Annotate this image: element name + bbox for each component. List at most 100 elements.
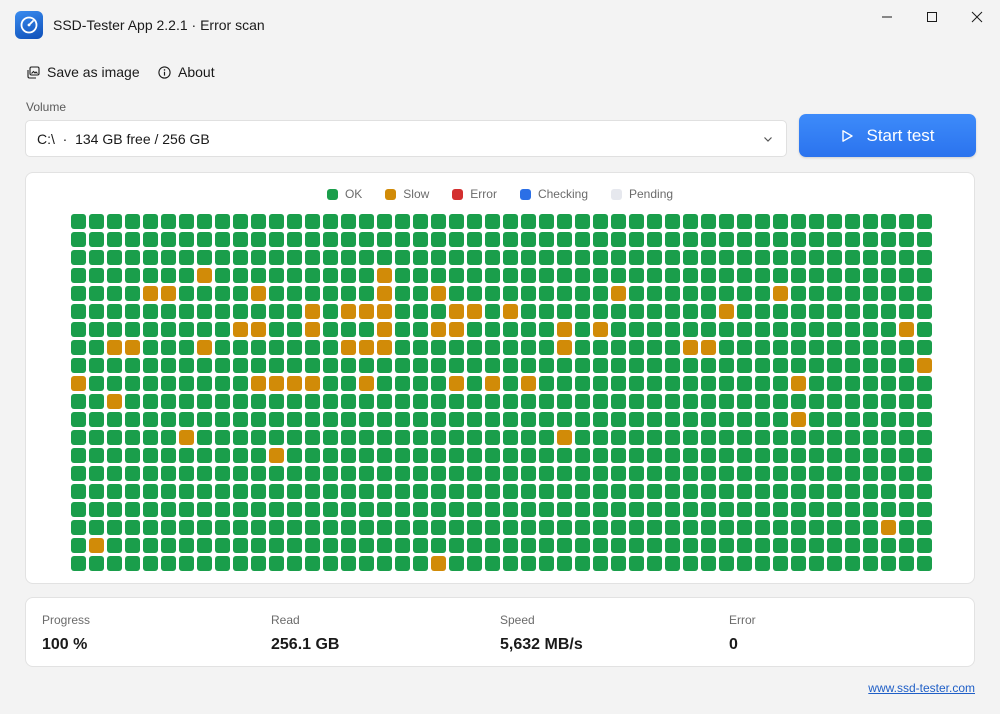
block-cell bbox=[557, 376, 572, 391]
block-cell bbox=[647, 286, 662, 301]
block-cell bbox=[359, 250, 374, 265]
block-cell bbox=[89, 358, 104, 373]
block-cell bbox=[701, 394, 716, 409]
block-cell bbox=[719, 484, 734, 499]
block-cell bbox=[323, 376, 338, 391]
block-cell bbox=[791, 448, 806, 463]
block-cell bbox=[197, 232, 212, 247]
block-cell bbox=[287, 322, 302, 337]
block-cell bbox=[899, 304, 914, 319]
block-cell bbox=[827, 484, 842, 499]
block-cell bbox=[629, 466, 644, 481]
maximize-button[interactable] bbox=[909, 0, 955, 34]
block-cell bbox=[881, 322, 896, 337]
block-cell bbox=[287, 502, 302, 517]
block-cell bbox=[269, 520, 284, 535]
block-cell bbox=[647, 394, 662, 409]
stat-progress: Progress 100 % bbox=[42, 613, 90, 654]
legend-item-pending: Pending bbox=[611, 187, 673, 201]
block-cell bbox=[287, 484, 302, 499]
block-cell bbox=[575, 214, 590, 229]
block-cell bbox=[557, 538, 572, 553]
block-cell bbox=[125, 340, 140, 355]
block-cell bbox=[395, 268, 410, 283]
block-cell bbox=[305, 556, 320, 571]
block-cell bbox=[719, 340, 734, 355]
block-cell bbox=[701, 232, 716, 247]
block-cell bbox=[629, 304, 644, 319]
block-cell bbox=[665, 304, 680, 319]
info-icon bbox=[158, 65, 171, 79]
block-cell bbox=[215, 466, 230, 481]
block-cell bbox=[899, 556, 914, 571]
block-cell bbox=[845, 520, 860, 535]
block-cell bbox=[881, 232, 896, 247]
block-cell bbox=[215, 520, 230, 535]
block-cell bbox=[215, 214, 230, 229]
block-cell bbox=[143, 214, 158, 229]
close-button[interactable] bbox=[954, 0, 1000, 34]
block-cell bbox=[701, 268, 716, 283]
block-cell bbox=[89, 466, 104, 481]
block-cell bbox=[827, 376, 842, 391]
block-cell bbox=[467, 214, 482, 229]
block-cell bbox=[755, 556, 770, 571]
save-as-image-button[interactable]: Save as image bbox=[27, 62, 140, 82]
block-cell bbox=[215, 286, 230, 301]
block-cell bbox=[89, 538, 104, 553]
block-cell bbox=[161, 556, 176, 571]
block-cell bbox=[377, 322, 392, 337]
block-cell bbox=[71, 448, 86, 463]
minimize-button[interactable] bbox=[864, 0, 910, 34]
website-link[interactable]: www.ssd-tester.com bbox=[868, 681, 975, 695]
block-cell bbox=[845, 358, 860, 373]
block-cell bbox=[179, 448, 194, 463]
volume-select[interactable]: C:\ · 134 GB free / 256 GB bbox=[25, 120, 787, 157]
block-cell bbox=[593, 520, 608, 535]
block-cell bbox=[881, 214, 896, 229]
block-cell bbox=[647, 250, 662, 265]
block-cell bbox=[215, 304, 230, 319]
block-cell bbox=[269, 502, 284, 517]
block-cell bbox=[665, 358, 680, 373]
block-cell bbox=[323, 340, 338, 355]
block-cell bbox=[485, 538, 500, 553]
block-cell bbox=[179, 286, 194, 301]
block-cell bbox=[863, 304, 878, 319]
block-cell bbox=[449, 448, 464, 463]
block-cell bbox=[737, 502, 752, 517]
block-cell bbox=[719, 466, 734, 481]
block-cell bbox=[539, 250, 554, 265]
block-cell bbox=[233, 466, 248, 481]
block-cell bbox=[161, 268, 176, 283]
block-cell bbox=[809, 538, 824, 553]
block-cell bbox=[899, 394, 914, 409]
block-cell bbox=[89, 322, 104, 337]
block-cell bbox=[125, 250, 140, 265]
block-cell bbox=[269, 322, 284, 337]
block-cell bbox=[89, 286, 104, 301]
block-cell bbox=[881, 448, 896, 463]
block-cell bbox=[467, 448, 482, 463]
start-test-button[interactable]: Start test bbox=[799, 114, 976, 157]
block-cell bbox=[827, 466, 842, 481]
block-cell bbox=[719, 268, 734, 283]
block-cell bbox=[575, 232, 590, 247]
block-cell bbox=[791, 394, 806, 409]
block-cell bbox=[755, 376, 770, 391]
block-cell bbox=[467, 304, 482, 319]
block-cell bbox=[251, 394, 266, 409]
block-cell bbox=[467, 466, 482, 481]
about-button[interactable]: About bbox=[158, 62, 215, 82]
block-cell bbox=[575, 556, 590, 571]
block-cell bbox=[413, 538, 428, 553]
block-cell bbox=[593, 214, 608, 229]
block-cell bbox=[629, 430, 644, 445]
block-cell bbox=[449, 430, 464, 445]
block-cell bbox=[251, 214, 266, 229]
block-cell bbox=[89, 304, 104, 319]
stat-read-label: Read bbox=[271, 613, 300, 627]
block-cell bbox=[665, 250, 680, 265]
block-cell bbox=[485, 322, 500, 337]
block-cell bbox=[305, 304, 320, 319]
